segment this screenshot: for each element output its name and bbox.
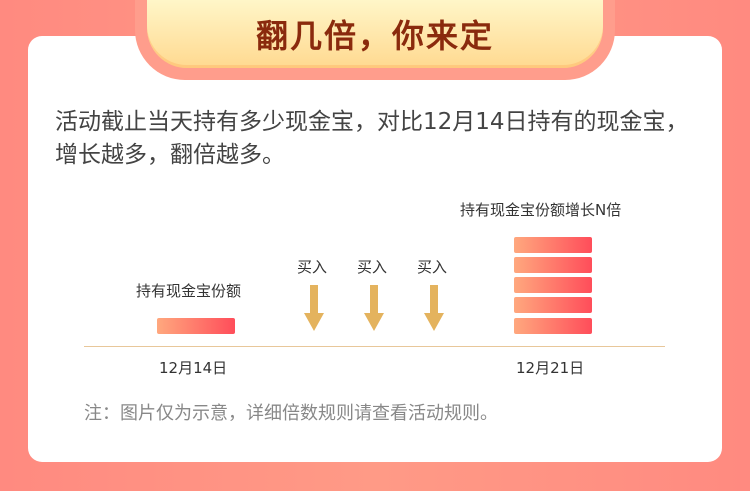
bar-after: [514, 277, 592, 293]
down-arrow-icon: [304, 285, 324, 331]
down-arrow-icon: [424, 285, 444, 331]
bar-after: [514, 297, 592, 313]
label-after: 持有现金宝份额增长N倍: [460, 201, 622, 219]
page-title: 翻几倍，你来定: [255, 17, 494, 55]
date-start: 12月14日: [159, 359, 228, 377]
buy-label: 买入: [417, 258, 448, 276]
label-before: 持有现金宝份额: [136, 282, 242, 300]
bar-after: [514, 257, 592, 273]
date-end: 12月21日: [516, 359, 585, 377]
buy-label: 买入: [357, 258, 388, 276]
buy-label: 买入: [297, 258, 328, 276]
down-arrow-icon: [364, 285, 384, 331]
description-text: 活动截止当天持有多少现金宝，对比12月14日持有的现金宝，增长越多，翻倍越多。: [55, 109, 689, 168]
bar-after: [514, 318, 592, 334]
timeline-axis: [84, 346, 665, 347]
bar-after: [514, 237, 592, 253]
content-card: [28, 36, 722, 462]
disclaimer-note: 注：图片仅为示意，详细倍数规则请查看活动规则。: [84, 403, 498, 424]
bar-before: [157, 318, 235, 334]
title-banner: 翻几倍，你来定: [147, 0, 603, 68]
